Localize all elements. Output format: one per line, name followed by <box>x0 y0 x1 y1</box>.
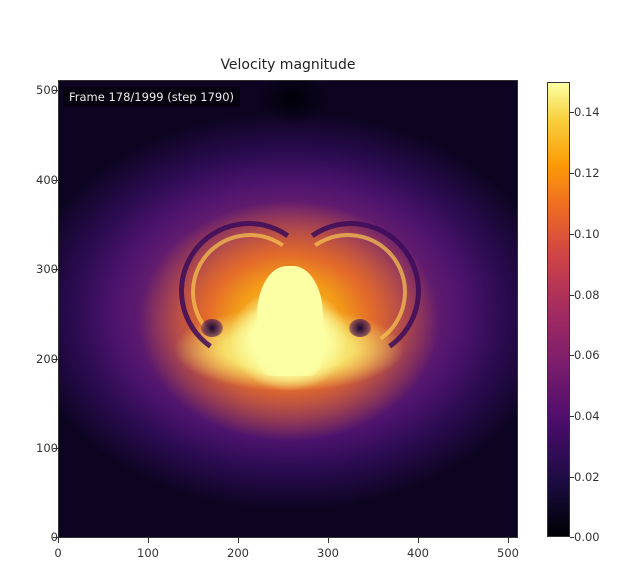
colorbar-tick-label-0.02: 0.02 <box>574 470 600 484</box>
y-tick-label-400: 400 <box>36 173 58 187</box>
colorbar-tick-mark-0.00 <box>570 537 574 538</box>
colorbar-tick-mark-0.10 <box>570 234 574 235</box>
x-tick-label-100: 100 <box>137 546 159 560</box>
x-tick-label-400: 400 <box>407 546 429 560</box>
colorbar-tick-label-0.14: 0.14 <box>574 105 600 119</box>
x-tick-label-200: 200 <box>227 546 249 560</box>
x-tick-label-300: 300 <box>317 546 339 560</box>
y-tick-mark-300 <box>53 269 58 270</box>
colorbar-tick-mark-0.04 <box>570 416 574 417</box>
vortex-core-left <box>201 319 223 337</box>
x-tick-label-500: 500 <box>497 546 519 560</box>
x-tick-mark-300 <box>328 538 329 543</box>
colorbar-tick-mark-0.12 <box>570 173 574 174</box>
colorbar-tick-label-0.00: 0.00 <box>574 530 600 544</box>
frame-annotation: Frame 178/1999 (step 1790) <box>63 87 241 107</box>
y-tick-mark-500 <box>53 90 58 91</box>
y-tick-mark-100 <box>53 448 58 449</box>
x-tick-mark-500 <box>508 538 509 543</box>
y-tick-label-100: 100 <box>36 441 58 455</box>
y-tick-mark-0 <box>53 537 58 538</box>
colorbar-tick-label-0.08: 0.08 <box>574 288 600 302</box>
x-tick-mark-200 <box>238 538 239 543</box>
central-jet <box>257 266 323 376</box>
y-tick-label-300: 300 <box>36 262 58 276</box>
y-tick-mark-400 <box>53 180 58 181</box>
chart-title: Velocity magnitude <box>220 57 356 73</box>
colorbar-tick-label-0.10: 0.10 <box>574 227 600 241</box>
x-tick-label-0: 0 <box>54 546 62 560</box>
heatmap-plot-area: Frame 178/1999 (step 1790) <box>58 80 518 538</box>
x-tick-mark-100 <box>148 538 149 543</box>
y-tick-label-200: 200 <box>36 352 58 366</box>
colorbar-tick-label-0.12: 0.12 <box>574 166 600 180</box>
colorbar-tick-mark-0.14 <box>570 112 574 113</box>
colorbar-tick-mark-0.08 <box>570 295 574 296</box>
colorbar-tick-mark-0.06 <box>570 355 574 356</box>
colorbar-tick-label-0.06: 0.06 <box>574 348 600 362</box>
y-tick-label-0: 0 <box>50 530 58 544</box>
colorbar-tick-label-0.04: 0.04 <box>574 409 600 423</box>
colorbar <box>547 82 570 537</box>
x-tick-mark-0 <box>58 538 59 543</box>
colorbar-tick-mark-0.02 <box>570 477 574 478</box>
y-tick-mark-200 <box>53 359 58 360</box>
y-tick-label-500: 500 <box>36 83 58 97</box>
vortex-core-right <box>349 319 371 337</box>
x-tick-mark-400 <box>418 538 419 543</box>
